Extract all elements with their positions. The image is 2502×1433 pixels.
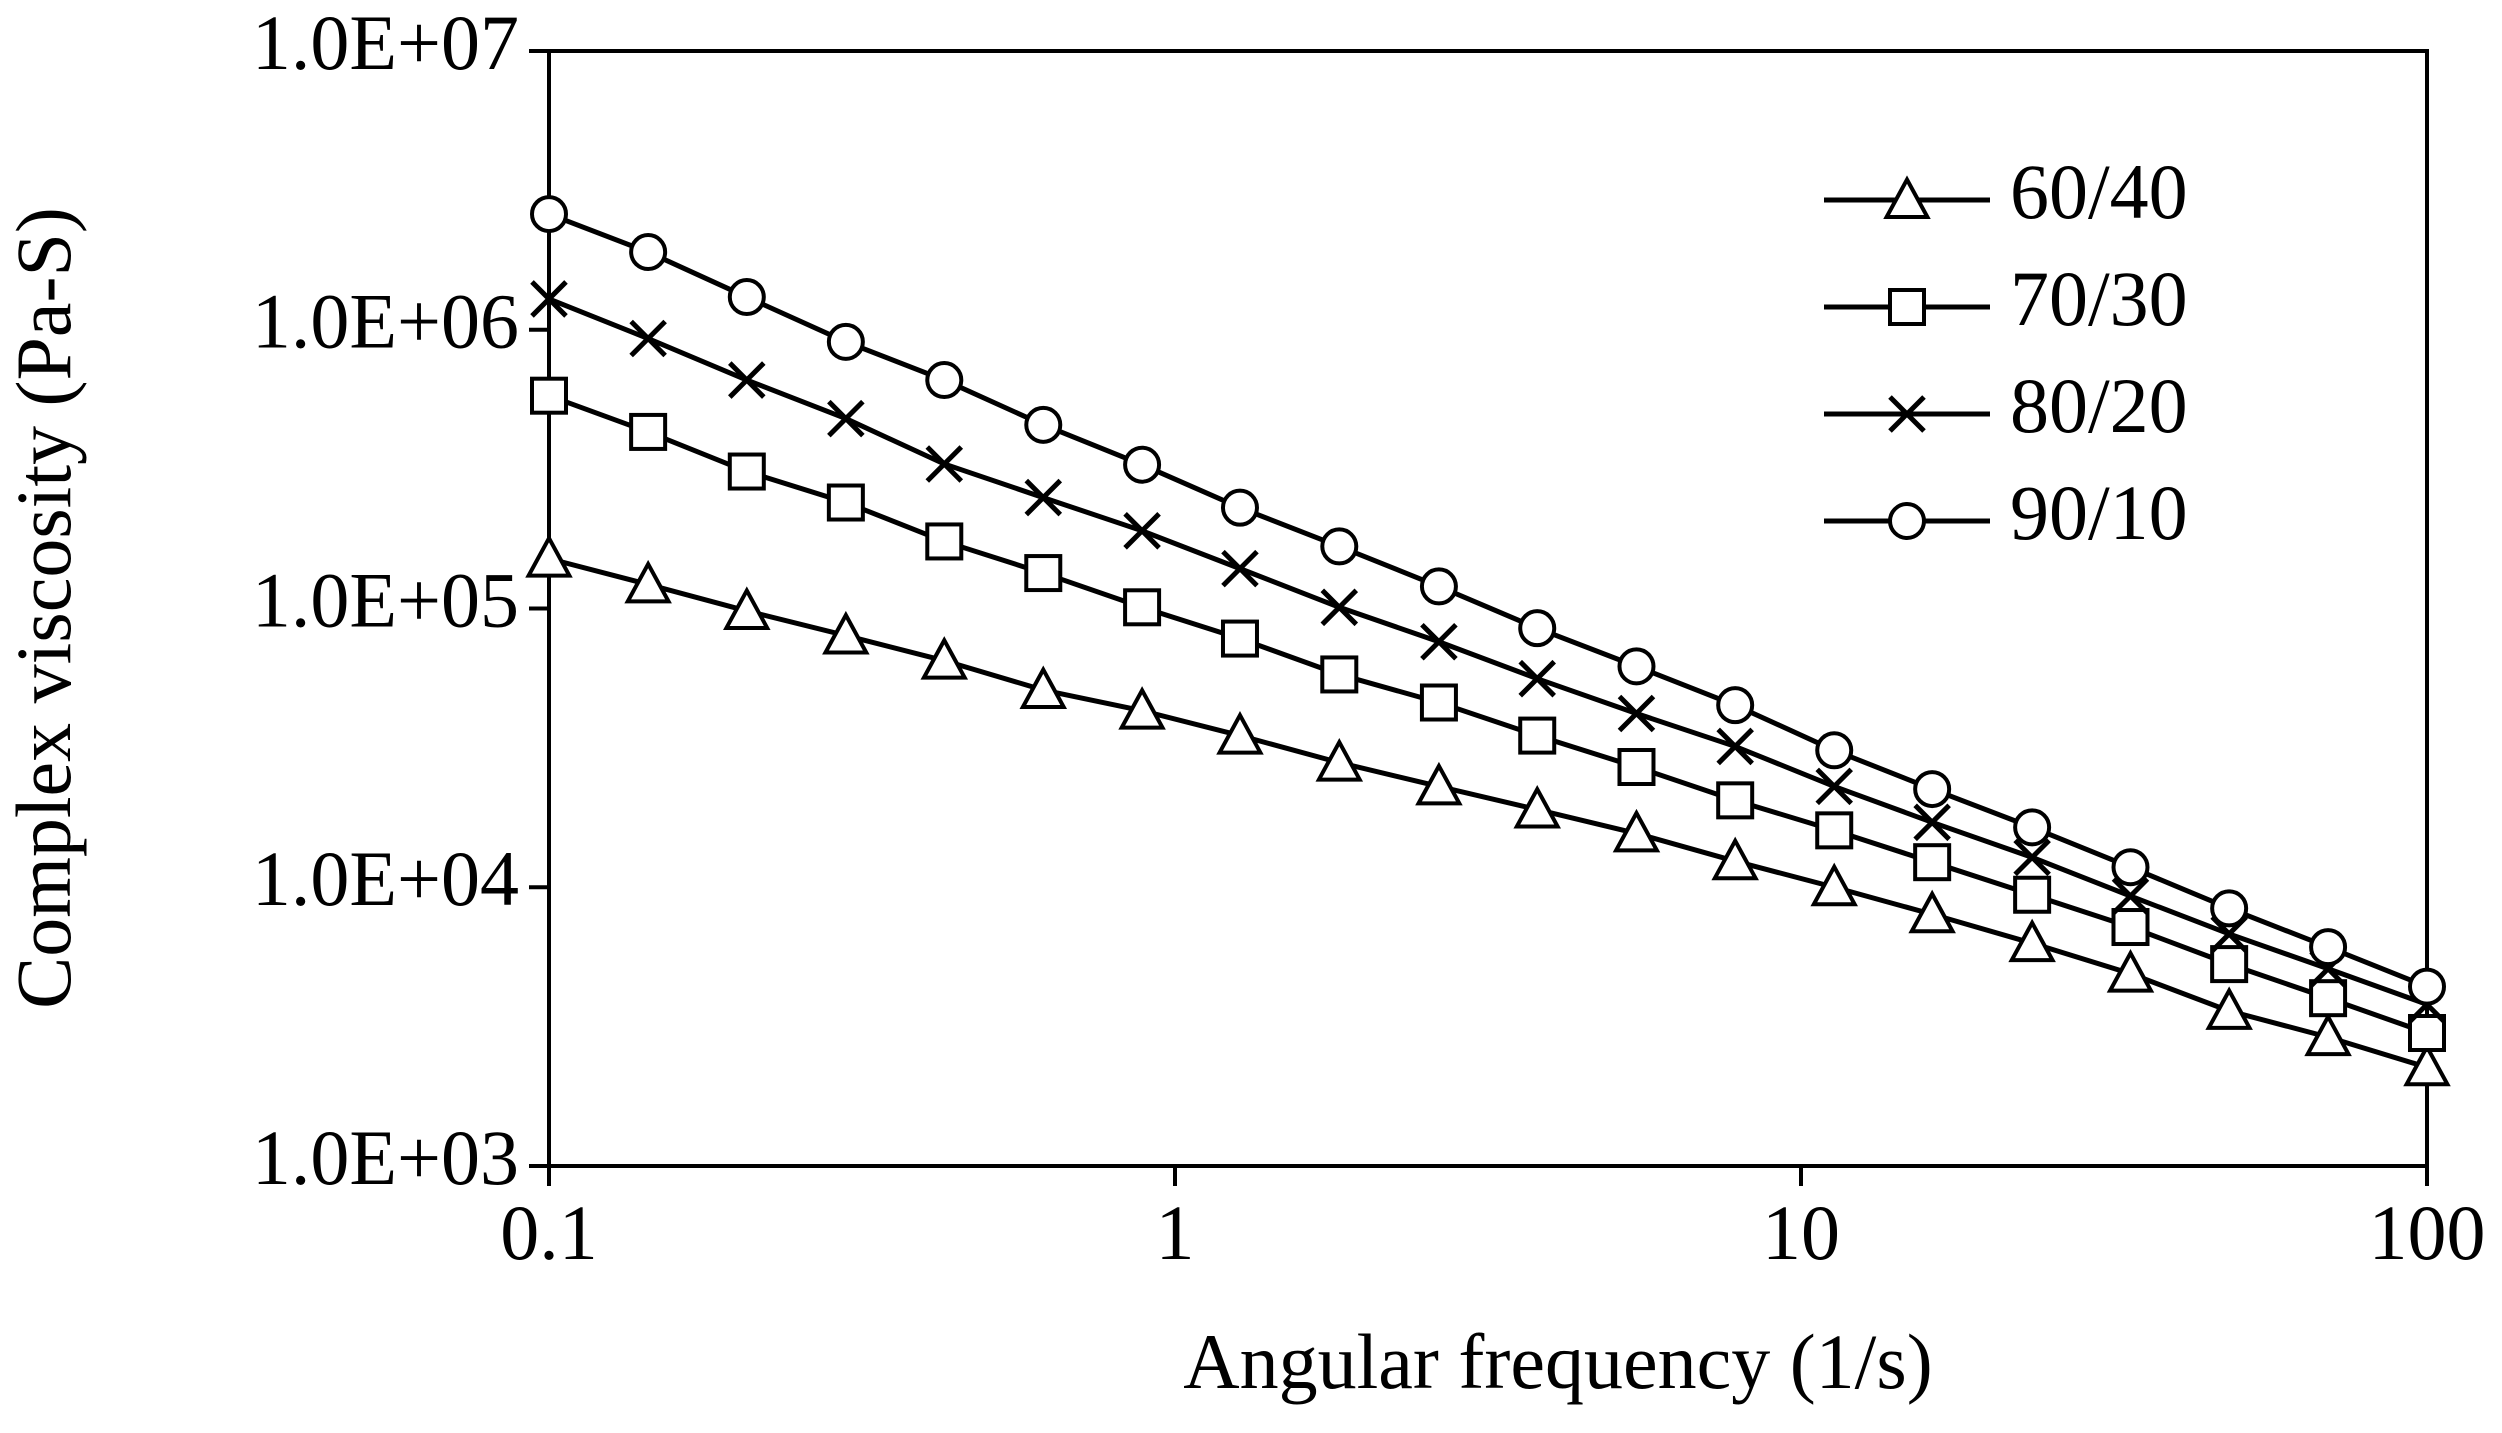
y-axis-label: Complex viscosity (Pa-S): [0, 207, 87, 1009]
marker: [2408, 967, 2446, 1006]
marker: [1419, 567, 1458, 606]
marker: [2106, 949, 2155, 993]
marker: [2403, 1042, 2451, 1087]
marker: [1810, 862, 1858, 907]
marker: [727, 278, 766, 317]
y-tick-label: 1.0E+03: [252, 1114, 519, 1201]
x-axis-label: Angular frequency (1/s): [1183, 1318, 1932, 1405]
marker: [1716, 727, 1754, 766]
x-tick-label: 0.1: [500, 1189, 598, 1276]
marker: [2111, 908, 2150, 947]
x-tick-label: 10: [1762, 1189, 1840, 1276]
marker: [826, 322, 865, 361]
marker: [1024, 478, 1063, 517]
marker: [525, 534, 573, 578]
x-tick-label: 1: [1156, 1189, 1195, 1276]
marker: [1019, 665, 1068, 710]
marker: [2111, 848, 2150, 887]
marker: [1518, 659, 1556, 698]
marker: [1220, 619, 1259, 658]
marker: [2205, 986, 2253, 1030]
marker: [1815, 767, 1853, 806]
marker: [1913, 803, 1951, 842]
legend-label: 60/40: [2010, 148, 2188, 235]
marker: [1024, 554, 1063, 593]
marker: [1913, 843, 1952, 882]
marker: [1617, 748, 1656, 787]
y-tick-label: 1.0E+07: [252, 0, 519, 86]
legend-marker: [1883, 175, 1931, 219]
marker: [1518, 609, 1557, 648]
legend-marker: [1888, 502, 1926, 540]
marker: [723, 586, 771, 630]
marker: [1711, 836, 1759, 881]
marker: [920, 636, 969, 680]
marker: [2210, 889, 2249, 928]
marker: [1320, 655, 1359, 694]
marker: [827, 399, 865, 438]
marker: [624, 559, 672, 604]
legend-label: 90/10: [2010, 469, 2188, 556]
marker: [1320, 527, 1359, 566]
marker: [1617, 647, 1656, 686]
legend-label: 70/30: [2010, 255, 2188, 342]
marker: [1617, 694, 1656, 733]
marker: [1123, 512, 1161, 550]
marker: [1118, 686, 1166, 730]
marker: [1415, 761, 1463, 806]
marker: [2111, 877, 2150, 915]
marker: [925, 361, 964, 400]
marker: [629, 233, 668, 272]
x-tick-label: 100: [2369, 1189, 2486, 1276]
legend-marker: [1888, 395, 1926, 433]
marker: [2013, 838, 2051, 877]
marker: [629, 319, 667, 358]
marker: [1024, 405, 1063, 444]
marker: [1123, 588, 1162, 627]
marker: [1716, 781, 1755, 820]
marker: [1320, 588, 1359, 627]
marker: [1815, 731, 1854, 770]
marker: [1221, 549, 1259, 588]
legend-label: 80/20: [2010, 362, 2188, 449]
marker: [728, 361, 766, 399]
marker: [2309, 928, 2348, 967]
marker: [1220, 488, 1259, 527]
marker: [1419, 683, 1458, 722]
marker: [1815, 811, 1854, 850]
marker: [1513, 784, 1561, 829]
marker: [826, 483, 865, 522]
marker: [530, 376, 568, 415]
marker: [727, 452, 766, 491]
marker: [2304, 1012, 2352, 1057]
marker: [1315, 738, 1364, 782]
marker: [2013, 808, 2052, 847]
marker: [822, 610, 870, 655]
legend-marker: [1888, 288, 1926, 326]
marker: [1420, 622, 1458, 661]
marker: [925, 445, 964, 483]
series-line: [548, 556, 2428, 1070]
marker: [2210, 945, 2249, 984]
marker: [530, 280, 568, 318]
marker: [1123, 445, 1162, 484]
marker: [1716, 686, 1755, 725]
y-tick-label: 1.0E+06: [252, 278, 519, 365]
marker: [925, 522, 964, 561]
marker: [530, 195, 568, 234]
marker: [1913, 770, 1952, 809]
marker: [2408, 1014, 2446, 1053]
marker: [2013, 875, 2052, 914]
y-tick-label: 1.0E+05: [252, 556, 519, 643]
y-tick-label: 1.0E+04: [252, 835, 519, 922]
marker: [1518, 716, 1557, 755]
series-line: [548, 296, 2428, 1007]
marker: [1612, 808, 1661, 853]
marker: [629, 412, 668, 451]
marker: [1908, 889, 1956, 934]
marker: [1216, 711, 1264, 755]
marker: [2008, 918, 2056, 963]
marker: [2309, 979, 2348, 1018]
